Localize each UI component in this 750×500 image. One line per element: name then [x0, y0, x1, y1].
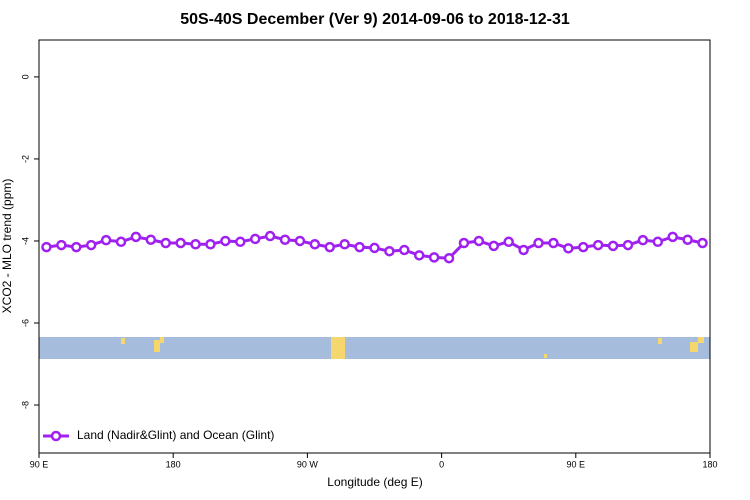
data-point	[399, 244, 410, 256]
y-tick-label: -6	[20, 319, 30, 327]
data-point	[667, 231, 678, 243]
data-point	[384, 245, 395, 257]
data-point	[264, 230, 276, 242]
data-point	[235, 236, 246, 248]
data-point	[100, 234, 112, 246]
data-point	[369, 242, 380, 254]
data-point	[443, 252, 455, 264]
data-point	[428, 252, 440, 263]
data-point	[607, 240, 619, 252]
data-point	[294, 235, 306, 247]
data-point	[652, 236, 664, 248]
data-point	[205, 238, 216, 250]
data-point	[518, 244, 529, 256]
data-point	[71, 241, 82, 253]
data-point	[85, 239, 97, 251]
data-point	[503, 236, 514, 248]
data-point	[592, 239, 604, 251]
x-tick-label: 90 E	[567, 459, 586, 469]
x-tick-label: 0	[439, 459, 444, 469]
data-point	[697, 237, 708, 249]
x-tick-label: 90 W	[297, 459, 319, 469]
y-tick-label: -8	[20, 401, 30, 409]
data-point	[309, 238, 321, 250]
y-axis-label: XCO2 - MLO trend (ppm)	[0, 179, 14, 314]
chart-title: 50S-40S December (Ver 9) 2014-09-06 to 2…	[180, 11, 570, 28]
data-point	[682, 234, 693, 245]
data-point	[324, 241, 336, 253]
data-point	[41, 241, 52, 253]
data-point	[190, 238, 201, 250]
x-tick-label: 180	[702, 459, 717, 469]
data-point	[130, 231, 142, 243]
data-point	[56, 239, 67, 251]
data-point	[488, 240, 500, 252]
data-point	[473, 235, 485, 247]
data-point	[413, 250, 425, 261]
y-tick-label: -2	[20, 155, 30, 163]
data-point	[458, 237, 470, 249]
map-strip	[39, 337, 710, 359]
data-point	[637, 234, 649, 246]
data-point	[533, 237, 544, 249]
x-tick-label: 90 E	[30, 459, 49, 469]
data-point	[249, 233, 261, 245]
y-tick-label: -4	[20, 237, 30, 245]
data-point	[115, 236, 127, 248]
data-point	[354, 241, 365, 253]
data-point	[220, 235, 231, 247]
data-point	[548, 237, 559, 249]
plot-frame	[38, 39, 711, 454]
data-point	[145, 234, 157, 245]
data-point	[622, 239, 634, 251]
data-point	[339, 238, 350, 250]
x-tick-label: 180	[166, 459, 181, 469]
legend-marker	[50, 430, 62, 442]
data-point	[160, 237, 171, 249]
y-tick-label: 0	[20, 74, 30, 79]
data-point	[279, 234, 291, 245]
data-point	[563, 243, 574, 254]
x-axis-label: Longitude (deg E)	[327, 475, 422, 489]
legend-label: Land (Nadir&Glint) and Ocean (Glint)	[77, 428, 274, 442]
land-patches	[121, 337, 704, 359]
data-point	[175, 237, 186, 249]
data-point	[578, 241, 589, 253]
